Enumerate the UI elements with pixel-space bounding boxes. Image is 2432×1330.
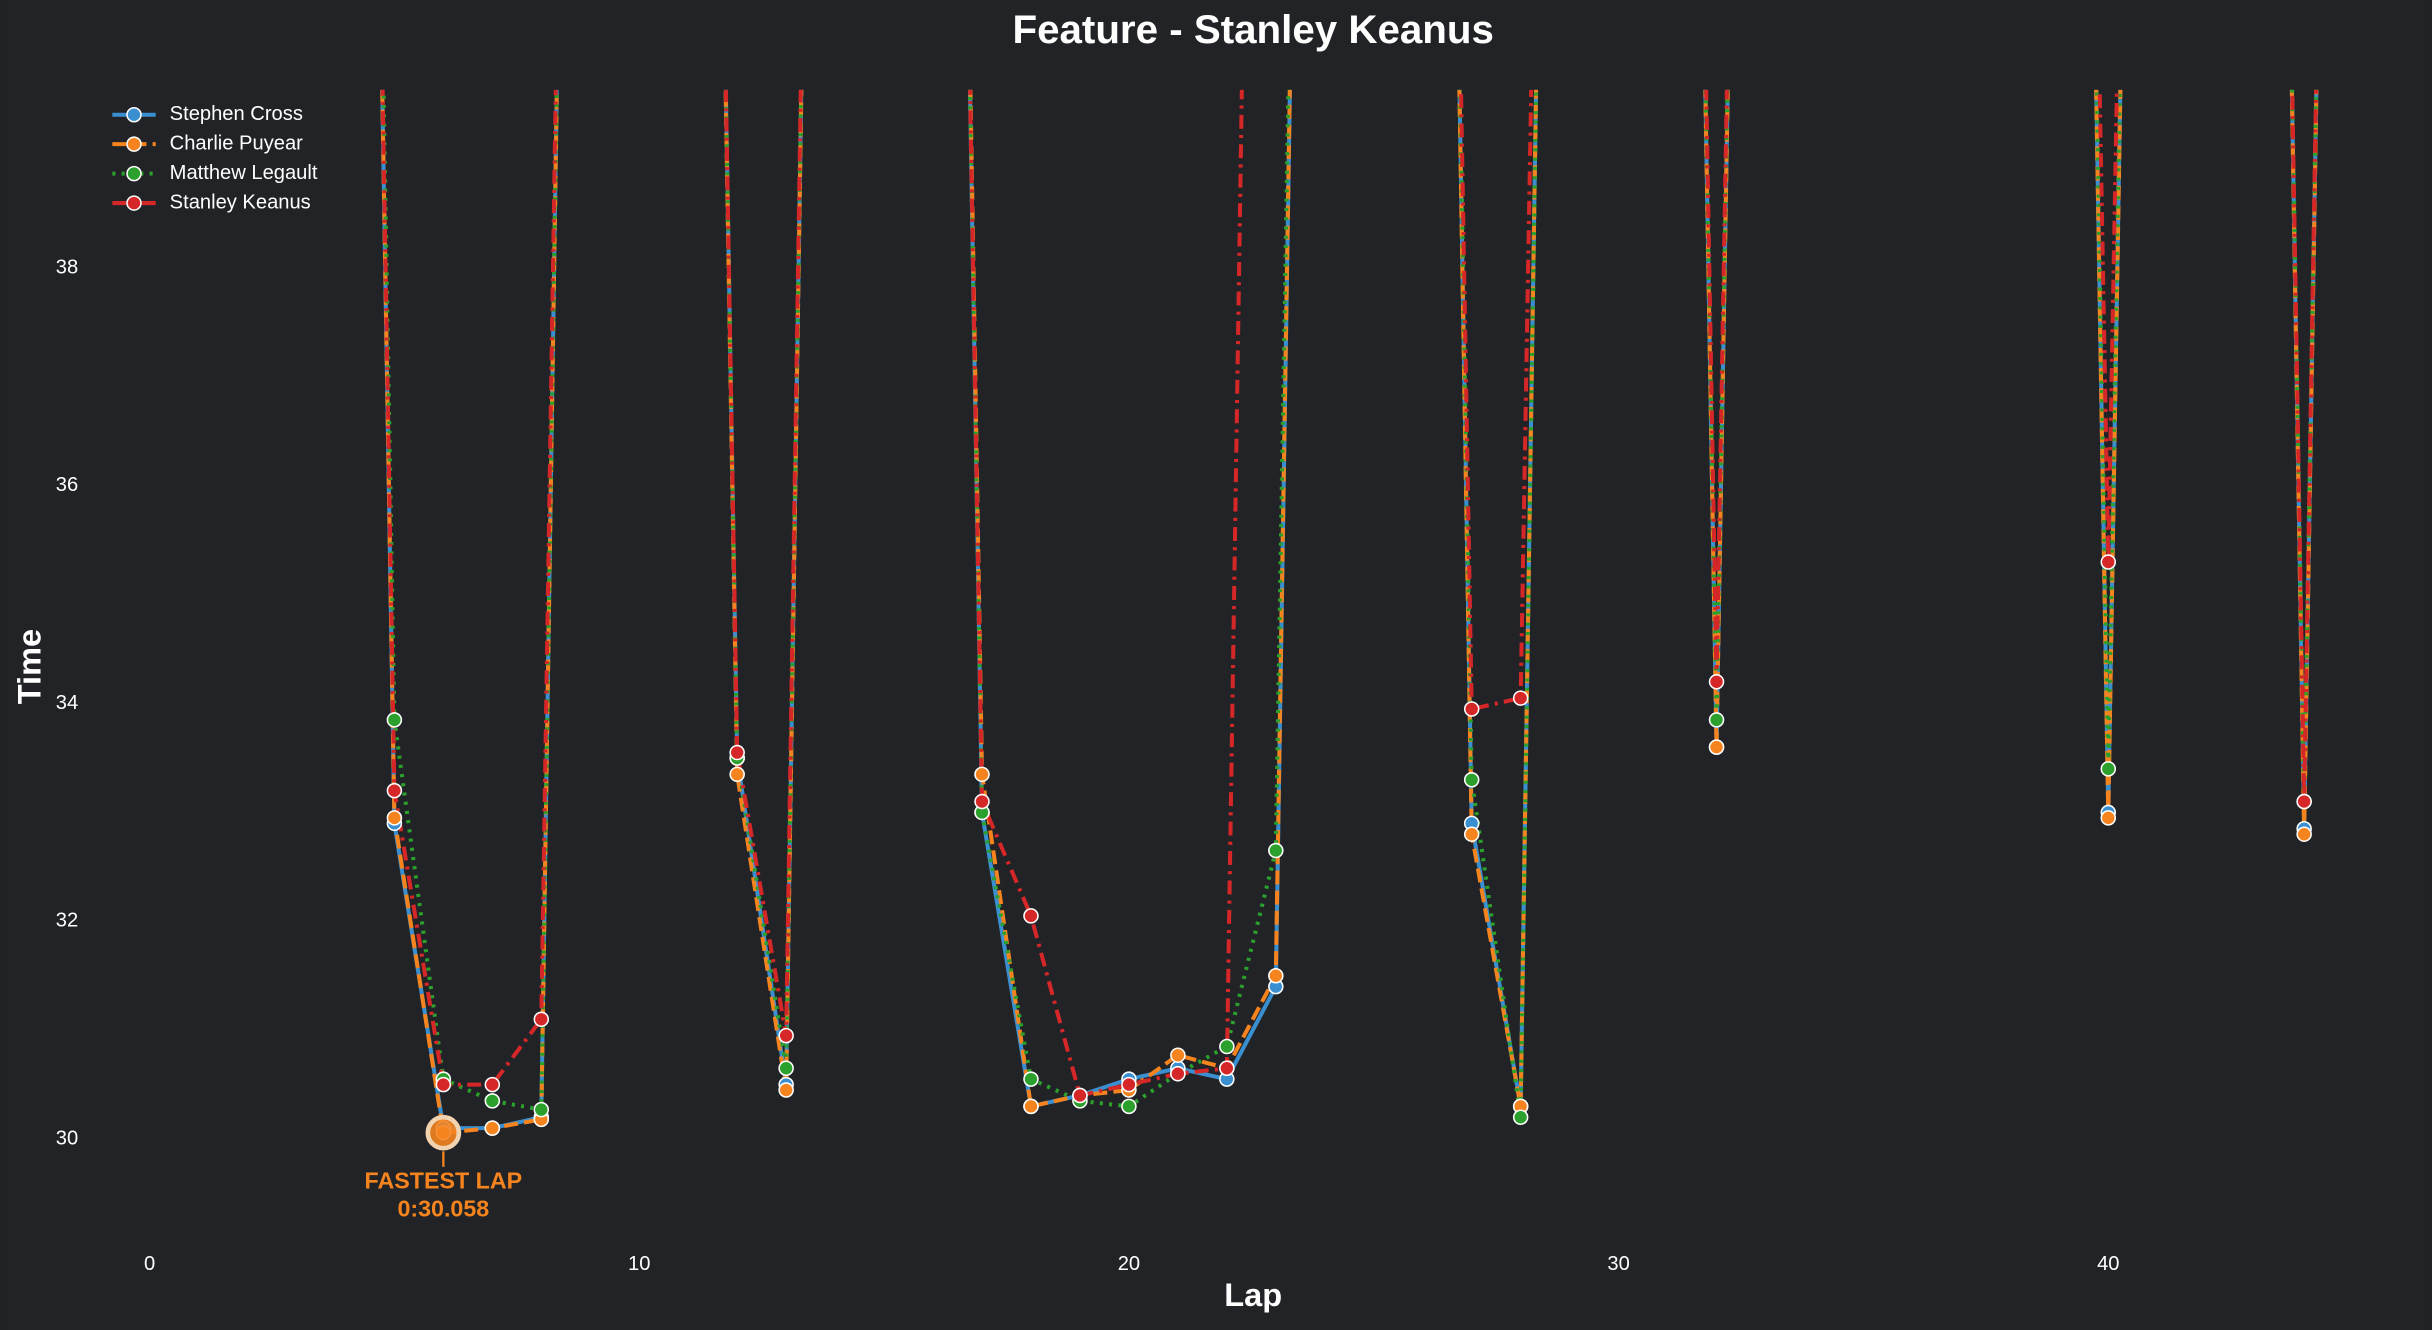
x-axis-label: Lap [1224,1277,1282,1313]
legend-marker [126,136,142,152]
legend-marker [126,165,142,182]
data-point [1268,967,1284,984]
legend-label: Charlie Puyear [170,132,304,154]
data-point [2100,761,2117,777]
y-tick-label: 36 [56,474,78,496]
data-point [1463,826,1480,842]
annotation-title: FASTEST LAP [365,1167,523,1193]
x-tick-label: 0 [144,1253,155,1275]
x-tick-label: 20 [1118,1253,1140,1275]
data-point [1708,712,1725,728]
data-point [484,1120,501,1136]
annotation-text: 0:30.058 [397,1195,489,1221]
data-point [974,793,990,810]
y-tick-label: 32 [56,910,78,932]
data-point [533,1011,550,1028]
data-point [1023,1098,1039,1115]
data-point [484,1076,501,1093]
x-tick-label: 30 [1607,1253,1629,1275]
chart-title: Feature - Stanley Keanus [1012,7,1493,52]
data-point [533,1101,550,1118]
data-point [778,1027,794,1044]
data-point [386,810,403,826]
legend-marker [126,106,142,123]
data-point [729,744,745,761]
fastest-lap-marker [425,1114,462,1151]
legend-label: Stephen Cross [170,103,303,125]
data-point [2296,826,2312,842]
data-point [1268,842,1284,859]
data-point [974,766,990,783]
data-point [1170,1047,1186,1063]
data-point [729,766,745,783]
data-point [1219,1038,1235,1055]
legend-marker [126,195,142,211]
data-point [1463,772,1480,788]
y-tick-label: 34 [56,692,78,714]
data-point [2100,554,2117,570]
data-point [2296,793,2312,810]
data-point [1023,908,1039,924]
data-point [386,782,403,799]
data-point [1023,1071,1039,1087]
data-point [1512,1109,1529,1125]
data-point [1121,1076,1137,1093]
data-point [1708,739,1725,755]
data-point [1072,1087,1088,1104]
data-point [778,1082,794,1098]
data-point [1219,1060,1235,1077]
x-tick-label: 40 [2097,1253,2119,1275]
data-point [386,712,403,728]
x-tick-label: 10 [628,1253,650,1275]
data-point [778,1060,794,1077]
plot-area [380,89,2319,1141]
y-axis-label: Time [11,629,47,704]
data-point [1708,674,1725,690]
y-tick-label: 30 [56,1127,78,1149]
data-point [1463,701,1480,717]
data-point [1121,1098,1137,1115]
data-point [1512,690,1529,706]
legend-label: Matthew Legault [170,162,318,184]
legend-label: Stanley Keanus [170,191,311,213]
y-tick-label: 38 [56,256,78,278]
data-point [435,1076,452,1093]
data-point [1170,1065,1186,1082]
data-point [2100,810,2117,826]
data-point [484,1093,501,1109]
